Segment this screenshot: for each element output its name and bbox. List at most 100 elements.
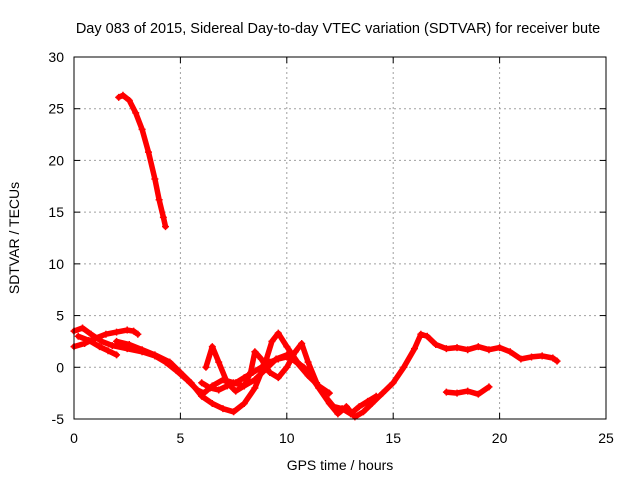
data-point — [304, 358, 312, 366]
data-point — [130, 327, 138, 335]
data-point — [125, 341, 133, 349]
data-point — [138, 346, 146, 354]
y-axis-label: SDTVAR / TECUs — [6, 182, 22, 294]
y-tick-label: 25 — [48, 101, 64, 117]
data-point — [251, 384, 259, 392]
series-trace — [203, 340, 379, 417]
data-point — [232, 379, 240, 387]
data-point — [485, 383, 493, 391]
data-point — [379, 389, 387, 397]
data-point — [325, 389, 333, 397]
x-tick-label: 10 — [279, 430, 295, 446]
series-satellite-track-b — [70, 326, 142, 351]
data-point — [119, 91, 127, 99]
data-point — [108, 342, 116, 350]
x-tick-label: 15 — [385, 430, 401, 446]
data-point — [274, 355, 282, 363]
data-point — [198, 379, 206, 387]
data-point — [96, 343, 104, 351]
data-point — [123, 326, 131, 334]
data-point — [249, 368, 257, 376]
data-point — [113, 337, 121, 345]
data-point — [162, 223, 170, 231]
data-point — [274, 374, 282, 382]
data-point — [432, 341, 440, 349]
data-point — [283, 343, 291, 351]
data-point — [176, 368, 184, 376]
data-point — [313, 379, 321, 387]
series-satellite-track-high — [115, 91, 170, 231]
data-point — [144, 148, 152, 156]
data-point — [202, 363, 210, 371]
data-point — [359, 408, 367, 416]
y-tick-label: 5 — [56, 308, 64, 324]
data-point — [219, 405, 227, 413]
data-point — [334, 410, 342, 418]
data-point — [223, 382, 231, 390]
data-point — [240, 382, 248, 390]
series-satellite-track-f — [198, 353, 316, 394]
data-point — [330, 403, 338, 411]
data-point — [442, 345, 450, 353]
data-point — [355, 403, 363, 411]
data-point — [113, 328, 121, 336]
y-tick-label: 0 — [56, 359, 64, 375]
data-point — [198, 392, 206, 400]
data-point — [423, 332, 431, 340]
data-point — [453, 389, 461, 397]
data-point — [125, 96, 133, 104]
data-point — [206, 384, 214, 392]
series-satellite-track-g — [442, 383, 493, 398]
data-point — [215, 386, 223, 394]
data-point — [298, 339, 306, 347]
y-tick-label: 15 — [48, 204, 64, 220]
data-point — [464, 387, 472, 395]
data-point — [104, 347, 112, 355]
data-point — [268, 337, 276, 345]
data-point — [232, 387, 240, 395]
data-point — [166, 358, 174, 366]
data-point — [151, 351, 159, 359]
data-layer — [70, 91, 561, 421]
data-point — [338, 405, 346, 413]
data-point — [208, 343, 216, 351]
data-point — [240, 374, 248, 382]
series-satellite-track-c — [74, 332, 121, 359]
data-point — [517, 355, 525, 363]
data-point — [132, 109, 140, 117]
data-point — [187, 379, 195, 387]
data-point — [257, 355, 265, 363]
data-point — [347, 410, 355, 418]
data-point — [85, 336, 93, 344]
y-tick-label: 30 — [48, 49, 64, 65]
data-point — [266, 368, 274, 376]
data-point — [321, 392, 329, 400]
data-point — [496, 344, 504, 352]
x-tick-label: 0 — [70, 430, 78, 446]
data-point — [364, 397, 372, 405]
data-point — [266, 358, 274, 366]
data-point — [553, 357, 561, 365]
data-point — [291, 348, 299, 356]
data-point — [215, 358, 223, 366]
data-point — [274, 329, 282, 337]
series-satellite-track-e — [202, 339, 380, 418]
data-point — [453, 344, 461, 352]
x-tick-label: 5 — [177, 430, 185, 446]
data-point — [528, 353, 536, 361]
data-point — [134, 330, 142, 338]
data-point — [251, 348, 259, 356]
data-point — [98, 337, 106, 345]
data-point — [159, 213, 167, 221]
data-point — [442, 388, 450, 396]
data-point — [208, 399, 216, 407]
chart-title: Day 083 of 2015, Sidereal Day-to-day VTE… — [76, 21, 600, 37]
series-satellite-track-d — [113, 329, 561, 421]
plot-frame — [73, 56, 607, 420]
y-tick-label: -5 — [52, 411, 65, 427]
data-point — [372, 392, 380, 400]
data-point — [474, 390, 482, 398]
data-point — [230, 408, 238, 416]
data-point — [151, 175, 159, 183]
